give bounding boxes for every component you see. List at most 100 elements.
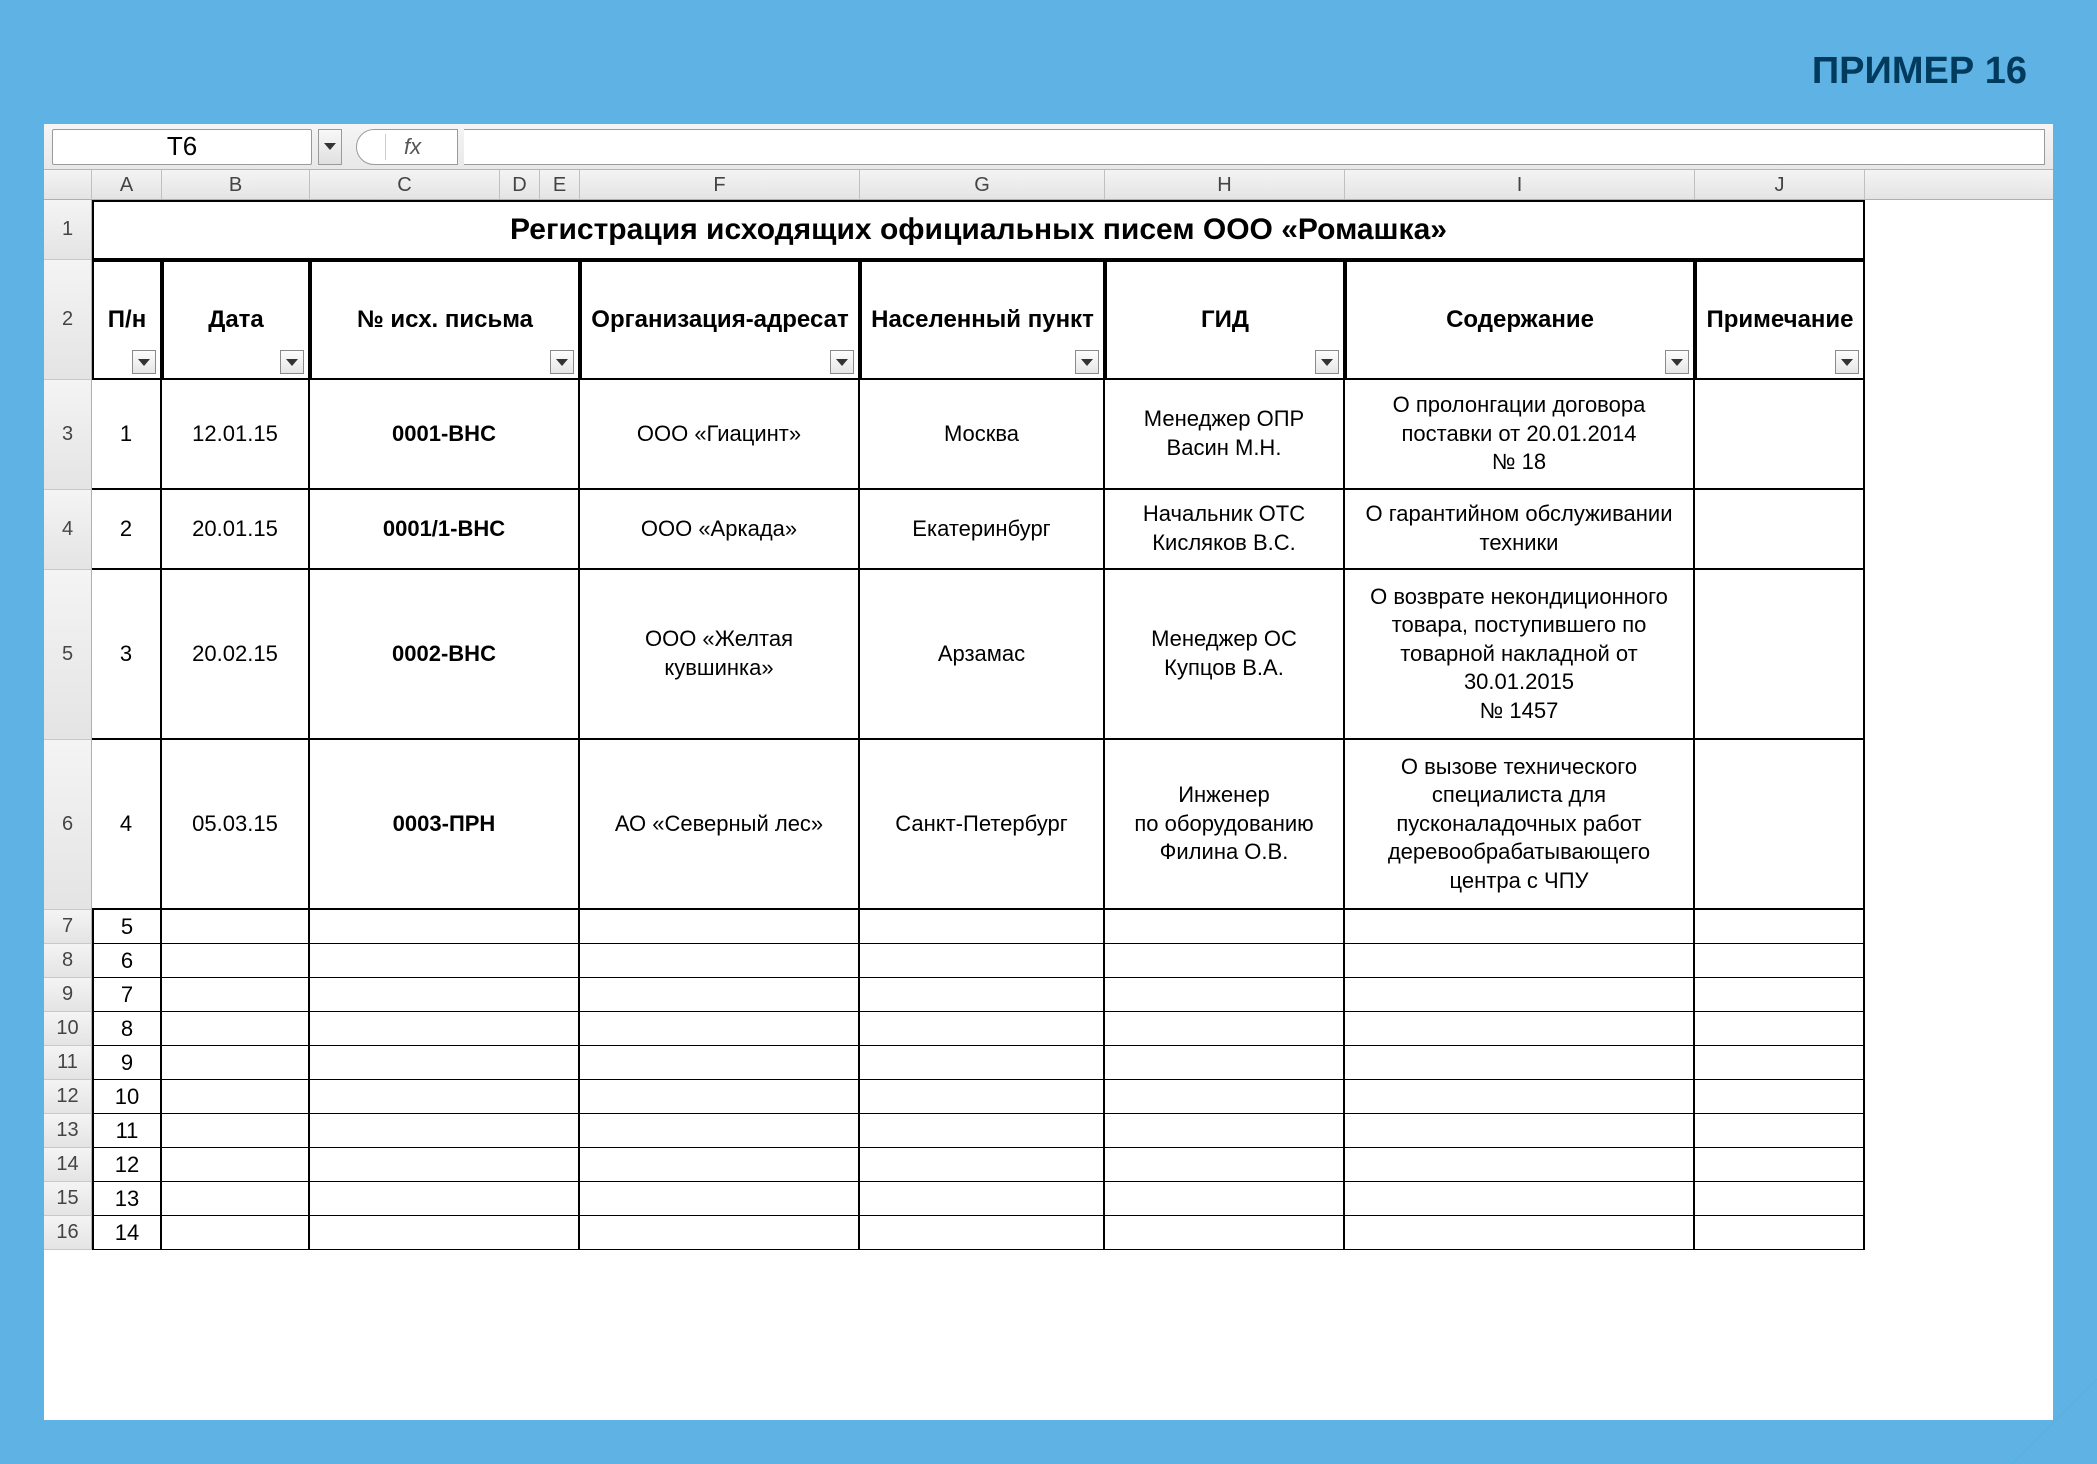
empty-cell[interactable]	[860, 1114, 1105, 1148]
empty-cell[interactable]	[1345, 1080, 1695, 1114]
empty-cell[interactable]	[310, 1114, 580, 1148]
empty-cell[interactable]: 6	[92, 944, 162, 978]
data-cell[interactable]: Менеджер ОС Купцов В.А.	[1105, 570, 1345, 740]
row-header[interactable]: 9	[44, 978, 92, 1012]
row-header[interactable]: 3	[44, 380, 92, 490]
row-header[interactable]: 12	[44, 1080, 92, 1114]
data-cell[interactable]: Инженер по оборудованию Филина О.В.	[1105, 740, 1345, 910]
empty-cell[interactable]	[310, 910, 580, 944]
empty-cell[interactable]	[860, 1216, 1105, 1250]
row-header[interactable]: 13	[44, 1114, 92, 1148]
header-cell[interactable]: Примечание	[1695, 260, 1865, 380]
empty-cell[interactable]	[310, 1216, 580, 1250]
empty-cell[interactable]	[580, 1216, 860, 1250]
empty-cell[interactable]	[162, 978, 310, 1012]
data-cell[interactable]: 05.03.15	[162, 740, 310, 910]
row-header[interactable]: 15	[44, 1182, 92, 1216]
empty-cell[interactable]	[1345, 1046, 1695, 1080]
empty-cell[interactable]	[1105, 1012, 1345, 1046]
name-box[interactable]: T6	[52, 129, 312, 165]
name-box-dropdown[interactable]	[318, 129, 342, 165]
empty-cell[interactable]	[310, 944, 580, 978]
empty-cell[interactable]	[580, 1012, 860, 1046]
data-cell[interactable]: 0001-ВНС	[310, 380, 580, 490]
filter-button[interactable]	[1075, 350, 1099, 374]
select-all-corner[interactable]	[44, 170, 92, 199]
empty-cell[interactable]	[1695, 1046, 1865, 1080]
data-cell[interactable]: Санкт-Петербург	[860, 740, 1105, 910]
column-header-J[interactable]: J	[1695, 170, 1865, 199]
column-header-E[interactable]: E	[540, 170, 580, 199]
column-header-D[interactable]: D	[500, 170, 540, 199]
empty-cell[interactable]: 14	[92, 1216, 162, 1250]
row-header[interactable]: 6	[44, 740, 92, 910]
empty-cell[interactable]	[860, 1012, 1105, 1046]
empty-cell[interactable]: 11	[92, 1114, 162, 1148]
filter-button[interactable]	[1315, 350, 1339, 374]
filter-button[interactable]	[1665, 350, 1689, 374]
data-cell[interactable]	[1695, 490, 1865, 570]
data-cell[interactable]: О вызове технического специалиста для пу…	[1345, 740, 1695, 910]
data-cell[interactable]: О возврате некондиционного товара, посту…	[1345, 570, 1695, 740]
data-cell[interactable]: О гарантийном обслуживании техники	[1345, 490, 1695, 570]
empty-cell[interactable]: 10	[92, 1080, 162, 1114]
filter-button[interactable]	[132, 350, 156, 374]
empty-cell[interactable]: 9	[92, 1046, 162, 1080]
empty-cell[interactable]	[1345, 1148, 1695, 1182]
row-header[interactable]: 8	[44, 944, 92, 978]
empty-cell[interactable]	[1695, 1114, 1865, 1148]
empty-cell[interactable]	[580, 978, 860, 1012]
data-cell[interactable]: 4	[92, 740, 162, 910]
data-cell[interactable]: 3	[92, 570, 162, 740]
empty-cell[interactable]	[1105, 910, 1345, 944]
empty-cell[interactable]	[860, 1148, 1105, 1182]
empty-cell[interactable]	[162, 1080, 310, 1114]
empty-cell[interactable]	[1695, 1148, 1865, 1182]
empty-cell[interactable]	[1105, 1046, 1345, 1080]
empty-cell[interactable]	[162, 1046, 310, 1080]
column-header-B[interactable]: B	[162, 170, 310, 199]
filter-button[interactable]	[830, 350, 854, 374]
empty-cell[interactable]	[1345, 1216, 1695, 1250]
data-cell[interactable]	[1695, 740, 1865, 910]
empty-cell[interactable]	[1695, 1182, 1865, 1216]
data-cell[interactable]: Арзамас	[860, 570, 1105, 740]
column-header-H[interactable]: H	[1105, 170, 1345, 199]
empty-cell[interactable]	[1345, 978, 1695, 1012]
empty-cell[interactable]	[580, 910, 860, 944]
empty-cell[interactable]	[1345, 1182, 1695, 1216]
empty-cell[interactable]	[860, 1080, 1105, 1114]
empty-cell[interactable]	[310, 1046, 580, 1080]
empty-cell[interactable]	[580, 1046, 860, 1080]
data-cell[interactable]: 1	[92, 380, 162, 490]
empty-cell[interactable]	[1105, 1114, 1345, 1148]
fx-button-area[interactable]: fx	[356, 129, 458, 165]
empty-cell[interactable]	[162, 1182, 310, 1216]
row-header[interactable]: 14	[44, 1148, 92, 1182]
row-header[interactable]: 7	[44, 910, 92, 944]
header-cell[interactable]: № исх. письма	[310, 260, 580, 380]
data-cell[interactable]	[1695, 380, 1865, 490]
row-header[interactable]: 4	[44, 490, 92, 570]
empty-cell[interactable]: 7	[92, 978, 162, 1012]
column-header-I[interactable]: I	[1345, 170, 1695, 199]
empty-cell[interactable]	[1695, 944, 1865, 978]
header-cell[interactable]: Дата	[162, 260, 310, 380]
data-cell[interactable]: 20.02.15	[162, 570, 310, 740]
empty-cell[interactable]	[1105, 1216, 1345, 1250]
empty-cell[interactable]	[310, 1182, 580, 1216]
data-cell[interactable]: 0003-ПРН	[310, 740, 580, 910]
empty-cell[interactable]	[860, 1182, 1105, 1216]
data-cell[interactable]: 20.01.15	[162, 490, 310, 570]
filter-button[interactable]	[1835, 350, 1859, 374]
row-header[interactable]: 5	[44, 570, 92, 740]
empty-cell[interactable]	[1105, 1182, 1345, 1216]
column-header-F[interactable]: F	[580, 170, 860, 199]
empty-cell[interactable]	[162, 1148, 310, 1182]
empty-cell[interactable]	[860, 978, 1105, 1012]
empty-cell[interactable]	[580, 1080, 860, 1114]
column-header-C[interactable]: C	[310, 170, 500, 199]
empty-cell[interactable]: 12	[92, 1148, 162, 1182]
row-header[interactable]: 16	[44, 1216, 92, 1250]
data-cell[interactable]: ООО «Желтая кувшинка»	[580, 570, 860, 740]
